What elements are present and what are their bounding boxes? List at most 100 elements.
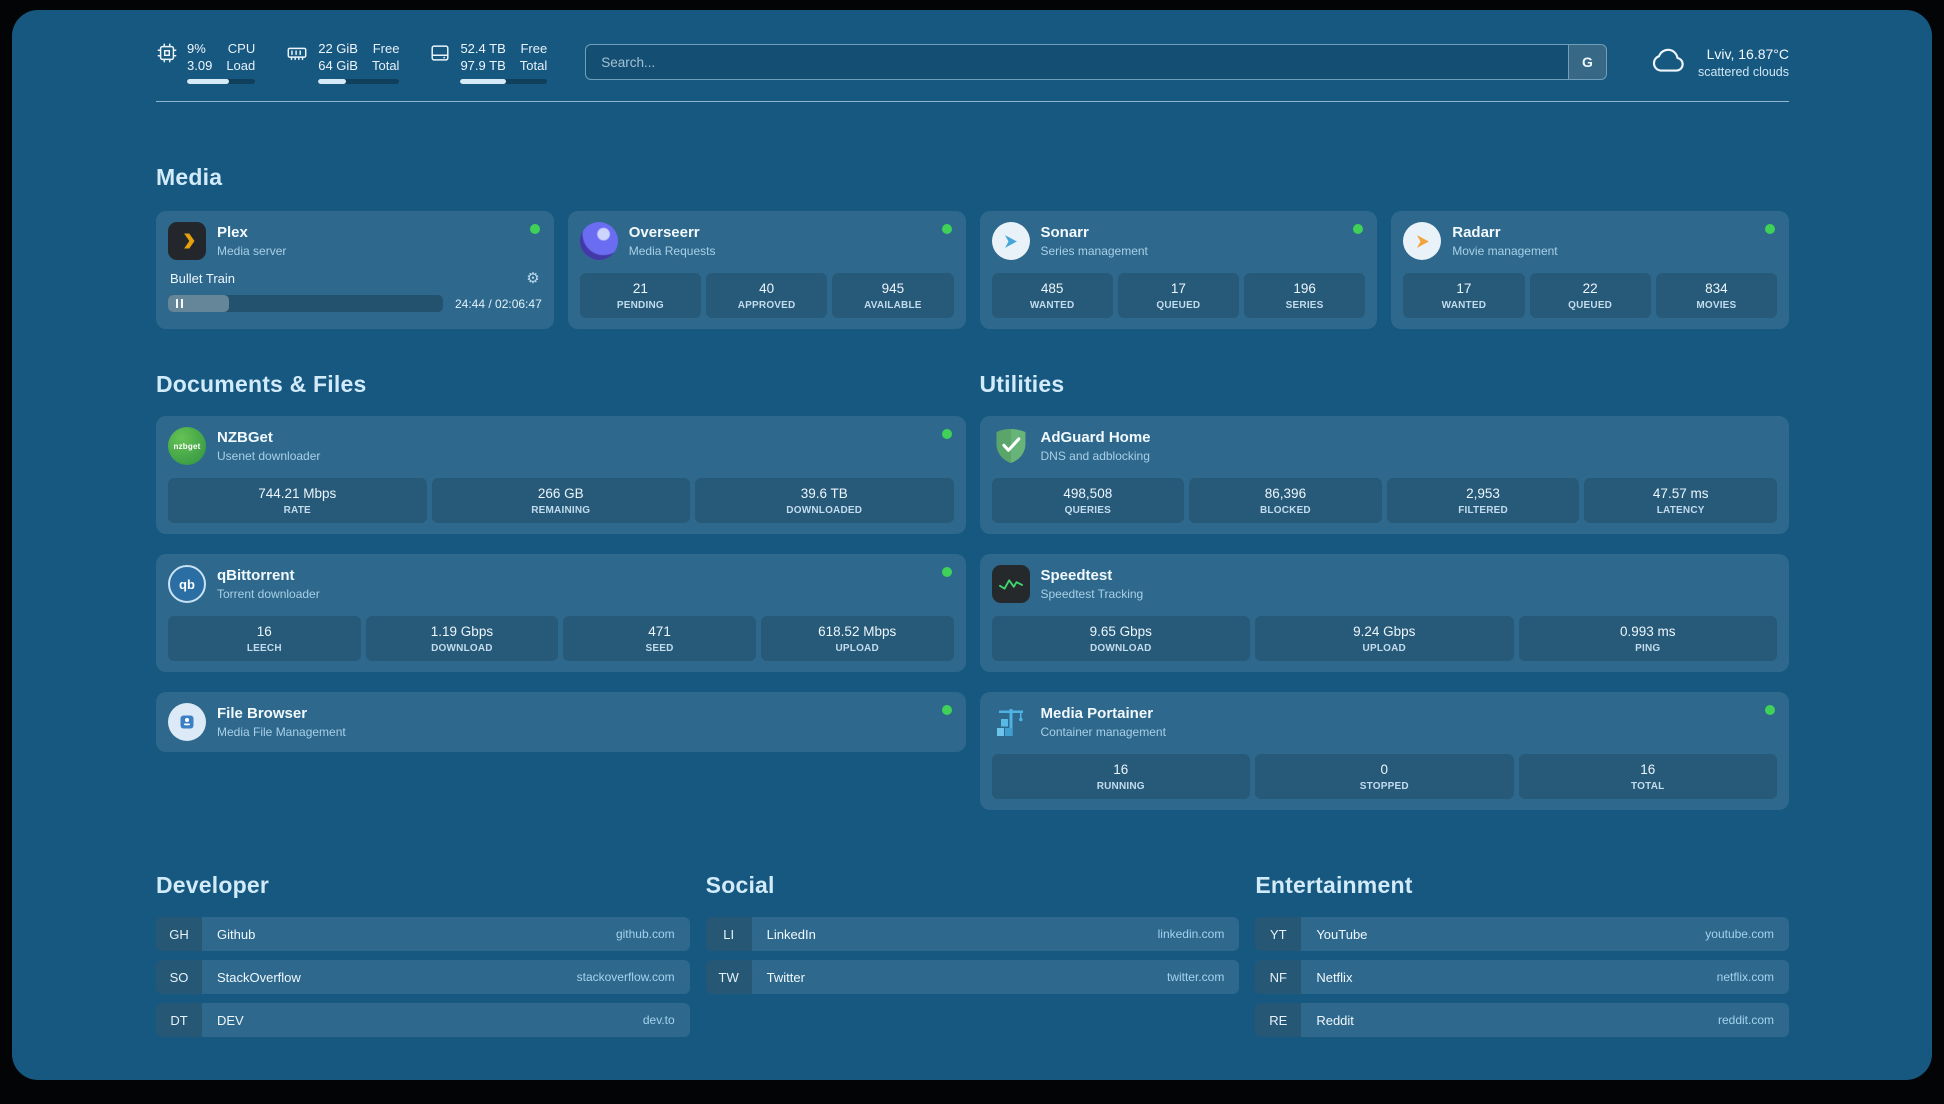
stats-row: 16 RUNNING 0 STOPPED 16 TOTAL [991, 754, 1777, 799]
dashboard: 9% 3.09 CPU Load [12, 10, 1932, 1080]
status-dot [529, 224, 540, 234]
app-name: Media Portainer [1040, 705, 1154, 722]
bookmark-column-social: Social LI LinkedIn linkedin.com TW Twitt… [705, 872, 1240, 1046]
cpu-usage-value: 9% [187, 41, 206, 56]
stat-value: 39.6 TB [800, 486, 848, 501]
pause-icon[interactable] [176, 299, 183, 308]
stat-tile: 0.993 ms PING [1518, 616, 1777, 661]
bookmark-abbr: DT [156, 1003, 202, 1037]
stat-label: RATE [283, 505, 311, 516]
bookmark-link[interactable]: RE Reddit reddit.com [1255, 1003, 1789, 1037]
ram-free-value: 22 GiB [318, 41, 358, 56]
plex-icon [168, 222, 206, 260]
bookmark-url: dev.to [642, 1013, 675, 1027]
app-name: Radarr [1452, 224, 1501, 241]
app-desc: Usenet downloader [217, 449, 321, 463]
stat-label: APPROVED [737, 300, 796, 311]
section-title-documents: Documents & Files [156, 371, 367, 397]
stat-tile: 21 PENDING [579, 273, 701, 318]
stat-label: LEECH [246, 643, 282, 654]
stat-tile: 16 LEECH [168, 616, 361, 661]
app-card-nzbget[interactable]: nzbget NZBGet Usenet downloader 744.21 M… [156, 416, 966, 534]
stat-value: 0 [1380, 762, 1388, 777]
section-title-developer: Developer [156, 872, 270, 898]
weather-location: Lviv, 16.87°C [1706, 45, 1789, 62]
stat-value: 17 [1456, 281, 1472, 296]
bookmark-url: linkedin.com [1157, 927, 1225, 941]
stat-tile: 945 AVAILABLE [832, 273, 954, 318]
section-title-utilities: Utilities [979, 371, 1065, 397]
bookmark-link[interactable]: LI LinkedIn linkedin.com [705, 917, 1240, 951]
disk-free-label: Free [520, 41, 548, 56]
bookmark-name: Github [217, 926, 256, 942]
app-card-filebrowser[interactable]: File Browser Media File Management [156, 692, 966, 752]
app-card-speedtest[interactable]: Speedtest Speedtest Tracking 9.65 Gbps D… [979, 554, 1789, 672]
qbittorrent-icon-text: qb [179, 576, 195, 592]
app-desc: Speedtest Tracking [1040, 587, 1144, 601]
stat-label: QUEUED [1156, 300, 1201, 311]
stat-label: WANTED [1441, 300, 1487, 311]
stat-label: UPLOAD [835, 643, 879, 654]
app-name: NZBGet [217, 429, 273, 446]
stat-value: 86,396 [1264, 486, 1307, 501]
bookmark-abbr: TW [705, 960, 752, 994]
bookmark-column-entertainment: Entertainment YT YouTube youtube.com NF … [1255, 872, 1789, 1046]
stat-value: 21 [632, 281, 648, 296]
stat-tile: 834 MOVIES [1655, 273, 1777, 318]
playback-progress-bar[interactable] [168, 295, 443, 312]
status-dot [941, 705, 952, 715]
bookmark-link[interactable]: GH Github github.com [156, 917, 690, 951]
search-engine-button[interactable]: G [1567, 45, 1606, 79]
app-card-radarr[interactable]: Radarr Movie management 17 WANTED 22 [1391, 211, 1789, 329]
stat-tile: 47.57 ms LATENCY [1584, 478, 1777, 523]
bookmark-url: stackoverflow.com [576, 970, 675, 984]
stat-value: 266 GB [537, 486, 584, 501]
bookmark-name: Reddit [1316, 1012, 1354, 1028]
bookmark-link[interactable]: NF Netflix netflix.com [1255, 960, 1789, 994]
bookmark-link[interactable]: TW Twitter twitter.com [705, 960, 1240, 994]
stat-label: BLOCKED [1260, 505, 1311, 516]
bookmark-link[interactable]: DT DEV dev.to [156, 1003, 690, 1037]
stats-row: 9.65 Gbps DOWNLOAD 9.24 Gbps UPLOAD 0.99… [991, 616, 1777, 661]
app-card-sonarr[interactable]: Sonarr Series management 485 WANTED 17 [979, 211, 1378, 329]
media-grid: Plex Media server Bullet Train ⚙ 24:44 /… [156, 211, 1789, 329]
bookmark-link[interactable]: SO StackOverflow stackoverflow.com [156, 960, 690, 994]
disk-icon [429, 42, 451, 84]
stat-value: 196 [1293, 281, 1316, 296]
app-card-overseerr[interactable]: Overseerr Media Requests 21 PENDING 40 [567, 211, 966, 329]
search-input[interactable] [586, 45, 1568, 79]
search-bar: G [585, 44, 1607, 80]
stat-label: QUEUED [1568, 300, 1613, 311]
app-card-plex[interactable]: Plex Media server Bullet Train ⚙ 24:44 /… [156, 211, 554, 329]
stat-value: 744.21 Mbps [258, 486, 337, 501]
stat-value: 0.993 ms [1619, 624, 1676, 639]
cpu-load-label: Load [226, 58, 256, 73]
cloud-icon [1651, 46, 1687, 79]
bookmarks-section: Developer GH Github github.com SO StackO… [156, 872, 1789, 1046]
app-card-qbittorrent[interactable]: qb qBittorrent Torrent downloader 16 LEE [156, 554, 966, 672]
app-name: qBittorrent [217, 567, 295, 584]
stat-value: 9.24 Gbps [1353, 624, 1416, 639]
bookmark-link[interactable]: YT YouTube youtube.com [1255, 917, 1789, 951]
app-name: Plex [217, 224, 248, 241]
stat-tile: 9.24 Gbps UPLOAD [1255, 616, 1514, 661]
bookmark-name: Twitter [766, 969, 805, 985]
stat-label: RUNNING [1096, 781, 1145, 792]
speedtest-icon [991, 565, 1030, 603]
sonarr-icon [991, 222, 1030, 260]
status-dot [1765, 705, 1775, 715]
bookmark-name: DEV [217, 1012, 244, 1028]
stat-label: FILTERED [1458, 505, 1508, 516]
gear-icon[interactable]: ⚙ [526, 270, 540, 287]
app-name: Sonarr [1040, 224, 1089, 241]
app-card-portainer[interactable]: Media Portainer Container management 16 … [979, 692, 1789, 810]
stat-value: 945 [881, 281, 905, 296]
stat-label: DOWNLOAD [431, 643, 493, 654]
app-card-adguard[interactable]: AdGuard Home DNS and adblocking 498,508 … [979, 416, 1789, 534]
stat-tile: 266 GB REMAINING [431, 478, 690, 523]
stat-value: 16 [256, 624, 272, 639]
bookmark-name: LinkedIn [766, 926, 816, 942]
stat-value: 471 [648, 624, 671, 639]
stat-label: DOWNLOAD [1089, 643, 1152, 654]
section-title-social: Social [705, 872, 775, 898]
